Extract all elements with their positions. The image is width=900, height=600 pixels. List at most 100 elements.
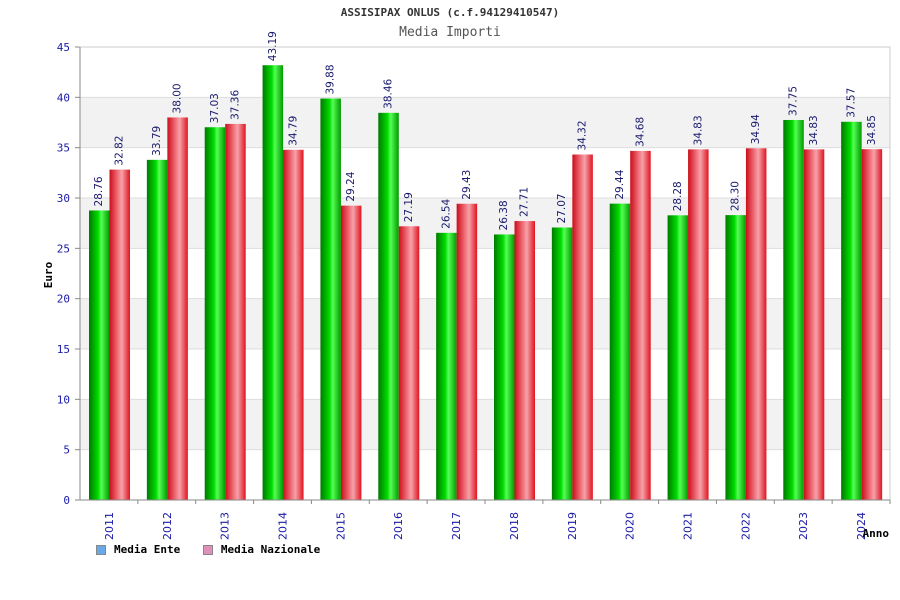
x-tick-label: 2019 — [566, 512, 579, 540]
bar-media-nazionale — [803, 149, 825, 501]
value-label-media-ente: 37.57 — [845, 88, 857, 118]
value-labels-group: 28.76 32.82 33.79 38.00 37.03 37.36 43.19 34.79… — [93, 31, 878, 230]
legend: Media Ente Media Nazionale — [96, 543, 336, 558]
x-tick-label: 2024 — [855, 512, 868, 540]
x-tick-label: 2011 — [103, 512, 116, 540]
value-label-media-ente: 37.75 — [788, 86, 800, 116]
y-tick-label: 5 — [63, 444, 70, 457]
value-label-media-ente: 26.38 — [498, 200, 510, 230]
value-label-media-ente: 26.54 — [440, 198, 452, 228]
bar-media-nazionale — [572, 154, 593, 500]
value-label-media-nazionale: 29.43 — [461, 170, 473, 200]
bar-media-ente — [609, 203, 631, 500]
x-axis-label: Anno — [863, 527, 890, 540]
value-label-media-ente: 28.30 — [730, 181, 742, 211]
x-tick-label: 2012 — [161, 512, 174, 540]
bar-media-nazionale — [688, 149, 709, 501]
y-axis-label: Euro — [42, 261, 55, 288]
legend-item-media-nazionale: Media Nazionale — [202, 543, 321, 556]
value-label-media-nazionale: 34.85 — [866, 115, 878, 145]
value-label-media-ente: 33.79 — [151, 126, 163, 156]
bars-group — [89, 65, 883, 501]
value-label-media-ente: 27.07 — [556, 193, 568, 223]
y-tick-label: 10 — [57, 393, 70, 406]
x-tick-label: 2023 — [797, 512, 810, 540]
bar-media-ente — [725, 215, 746, 500]
plot-band — [80, 198, 890, 249]
chart-subtitle: Media Importi — [399, 25, 501, 40]
bar-media-ente — [494, 234, 515, 500]
bar-media-nazionale — [283, 149, 304, 500]
plot-band — [80, 349, 890, 400]
bar-media-nazionale — [225, 123, 246, 500]
bar-media-nazionale — [630, 150, 651, 500]
x-tick-label: 2022 — [739, 512, 752, 540]
y-tick-label: 45 — [57, 41, 70, 54]
value-label-media-nazionale: 27.71 — [519, 187, 531, 217]
x-tick-label: 2016 — [392, 512, 405, 540]
bar-media-nazionale — [456, 203, 478, 500]
plot-band — [80, 399, 890, 450]
x-tick-label: 2020 — [624, 512, 637, 540]
value-label-media-nazionale: 32.82 — [114, 136, 126, 166]
bar-media-ente — [204, 127, 226, 501]
bar-media-ente — [378, 112, 399, 500]
bar-media-nazionale — [861, 149, 883, 500]
value-label-media-nazionale: 34.94 — [750, 114, 762, 144]
y-tick-label: 35 — [57, 142, 70, 155]
plot-background — [80, 47, 890, 500]
x-tick-label: 2015 — [334, 512, 347, 540]
chart-title: ASSISIPAX ONLUS (c.f.94129410547) — [340, 6, 560, 19]
y-tick-label: 0 — [63, 494, 70, 507]
plot-band — [80, 147, 890, 198]
x-tick-label: 2014 — [277, 512, 290, 540]
value-label-media-ente: 37.03 — [209, 93, 221, 123]
value-label-media-nazionale: 34.83 — [692, 115, 704, 145]
y-tick-label: 25 — [57, 242, 70, 255]
bar-media-nazionale — [340, 205, 362, 500]
legend-swatch-media-ente — [96, 544, 106, 555]
value-label-media-ente: 39.88 — [325, 64, 337, 94]
y-tick-label: 40 — [57, 91, 70, 104]
x-tick-label: 2018 — [508, 512, 521, 540]
x-tick-label: 2013 — [219, 512, 232, 540]
bar-media-ente — [436, 232, 457, 500]
bar-media-ente — [146, 159, 168, 500]
bar-media-ente — [262, 65, 284, 500]
value-label-media-nazionale: 34.32 — [577, 120, 589, 150]
value-label-media-ente: 28.76 — [93, 176, 105, 206]
value-label-media-nazionale: 27.19 — [403, 192, 415, 222]
legend-item-media-ente: Media Ente — [96, 543, 180, 556]
bar-media-ente — [783, 119, 804, 500]
value-label-media-ente: 38.46 — [383, 78, 395, 108]
y-tick-label: 30 — [57, 192, 70, 205]
value-label-media-nazionale: 38.00 — [172, 83, 184, 113]
legend-label-media-ente: Media Ente — [114, 543, 181, 556]
plot-band — [80, 248, 890, 299]
value-label-media-ente: 43.19 — [267, 31, 279, 61]
y-tick-label: 15 — [57, 343, 70, 356]
value-label-media-nazionale: 34.79 — [287, 116, 299, 146]
bar-media-nazionale — [745, 148, 767, 500]
plot-band — [80, 298, 890, 349]
value-label-media-ente: 29.44 — [614, 169, 626, 199]
bar-media-ente — [841, 121, 862, 500]
bar-media-nazionale — [109, 169, 130, 500]
bar-media-nazionale — [167, 117, 188, 500]
value-label-media-ente: 28.28 — [672, 181, 684, 211]
legend-swatch-media-nazionale — [202, 544, 213, 555]
plot-band — [80, 449, 890, 500]
bar-media-ente — [551, 227, 573, 500]
value-label-media-nazionale: 34.68 — [634, 117, 646, 147]
legend-label-media-nazionale: Media Nazionale — [220, 543, 321, 556]
x-tick-label: 2021 — [682, 512, 695, 540]
x-tick-label: 2017 — [450, 512, 463, 540]
value-label-media-nazionale: 34.83 — [808, 115, 820, 145]
bar-media-ente — [89, 210, 110, 500]
value-label-media-nazionale: 29.24 — [345, 171, 357, 201]
axes-group: 0 5 10 15 20 25 30 35 40 45 2011 2012 2013 2014 2015 20… — [57, 41, 891, 540]
plot-band — [80, 47, 890, 98]
bar-media-nazionale — [398, 226, 420, 500]
plot-band — [80, 97, 890, 148]
